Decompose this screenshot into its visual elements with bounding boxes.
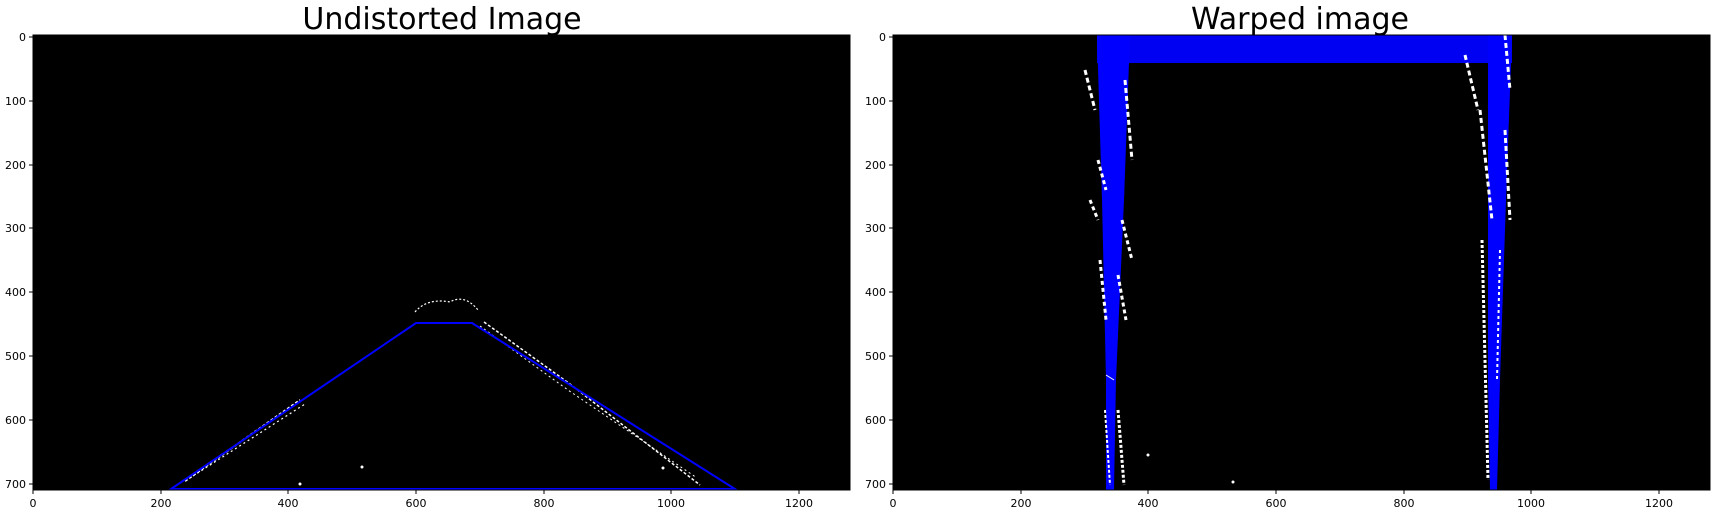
- x-tick-label: 800: [1394, 497, 1415, 510]
- x-tick-label: 1000: [657, 497, 685, 510]
- source-trapezoid: [167, 322, 739, 490]
- y-tick-label: 600: [5, 414, 26, 427]
- panel-title: Undistorted Image: [302, 2, 581, 37]
- x-tick-label: 1200: [1645, 497, 1673, 510]
- x-tick-label: 800: [534, 497, 555, 510]
- y-tick-label: 300: [5, 222, 26, 235]
- x-tick-label: 200: [151, 497, 172, 510]
- x-tick-label: 400: [278, 497, 299, 510]
- y-tick-label: 200: [5, 159, 26, 172]
- x-tick-label: 1200: [785, 497, 813, 510]
- y-tick-label: 400: [865, 286, 886, 299]
- warped-lane-pixels: [1083, 34, 1512, 486]
- y-tick-label: 400: [5, 286, 26, 299]
- y-tick-label: 200: [865, 159, 886, 172]
- y-tick-label: 0: [879, 31, 886, 44]
- y-tick-label: 100: [865, 95, 886, 108]
- y-axis: 0 100 200 300 400 500 600 700: [865, 31, 893, 491]
- y-tick-label: 700: [5, 478, 26, 491]
- y-tick-label: 500: [5, 350, 26, 363]
- x-tick-label: 600: [406, 497, 427, 510]
- y-tick-label: 500: [865, 350, 886, 363]
- axes-frame: [32, 34, 851, 491]
- panel-right: Warped image: [865, 2, 1711, 510]
- y-tick-label: 700: [865, 478, 886, 491]
- x-axis: 0 200 400 600 800 1000 1200: [890, 490, 1673, 510]
- x-tick-label: 200: [1011, 497, 1032, 510]
- x-axis: 0 200 400 600 800 1000 1200: [30, 490, 813, 510]
- x-tick-label: 600: [1266, 497, 1287, 510]
- binary-lane-image: [33, 35, 850, 490]
- x-tick-label: 0: [890, 497, 897, 510]
- y-tick-label: 600: [865, 414, 886, 427]
- y-tick-label: 300: [865, 222, 886, 235]
- axes-frame: [892, 34, 1711, 491]
- x-tick-label: 400: [1138, 497, 1159, 510]
- y-axis: 0 100 200 300 400 500 600 700: [5, 31, 33, 491]
- warped-lane-image: [893, 35, 1710, 490]
- x-tick-label: 0: [30, 497, 37, 510]
- y-tick-label: 100: [5, 95, 26, 108]
- panel-left: Undistorted Image 0 1: [5, 2, 851, 510]
- x-tick-label: 1000: [1517, 497, 1545, 510]
- panel-title: Warped image: [1191, 2, 1409, 37]
- y-tick-label: 0: [19, 31, 26, 44]
